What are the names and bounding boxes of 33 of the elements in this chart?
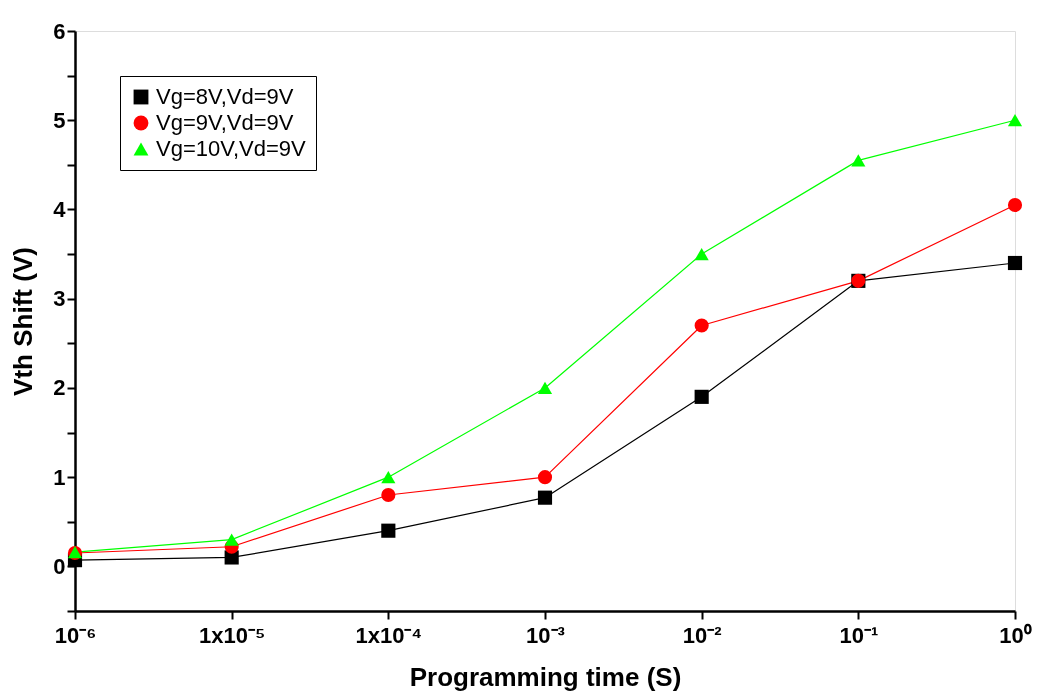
x-tick-label: 10⁻¹ (839, 622, 879, 648)
point (851, 154, 866, 167)
point (381, 523, 396, 538)
point (537, 381, 553, 395)
y-tick-label: 0 (53, 553, 66, 579)
x-tick-label: 1x10⁻⁵ (199, 622, 266, 648)
point (694, 318, 709, 333)
point (381, 471, 396, 484)
point (224, 533, 239, 546)
point (694, 247, 709, 261)
y-tick-label: 4 (53, 196, 67, 222)
x-axis-title: Programming time (S) (409, 661, 682, 692)
point (1007, 255, 1023, 271)
y-tick-label: 1 (53, 464, 66, 490)
x-tick-label: 10⁻⁶ (54, 622, 97, 648)
y-axis-title: Vth Shift (V) (8, 247, 39, 396)
x-tick-label: 1x10⁻⁴ (355, 622, 423, 648)
y-tick-label: 2 (53, 375, 66, 401)
point (1007, 197, 1023, 213)
x-tick-label: 10⁻³ (526, 622, 565, 648)
point (381, 487, 396, 503)
y-tick-label: 5 (53, 107, 66, 133)
y-tick-label: 3 (53, 286, 66, 312)
point (694, 389, 709, 404)
x-tick-label: 10⁰ (999, 622, 1032, 648)
point (537, 490, 553, 505)
y-tick-label: 6 (53, 18, 66, 44)
x-tick-label: 10⁻² (682, 622, 722, 648)
legend-label: Vg=10V,Vd=9V (156, 136, 306, 161)
legend-label: Vg=9V,Vd=9V (156, 110, 294, 135)
legend-label: Vg=8V,Vd=9V (156, 84, 294, 109)
point (537, 470, 553, 485)
point (1007, 114, 1023, 127)
